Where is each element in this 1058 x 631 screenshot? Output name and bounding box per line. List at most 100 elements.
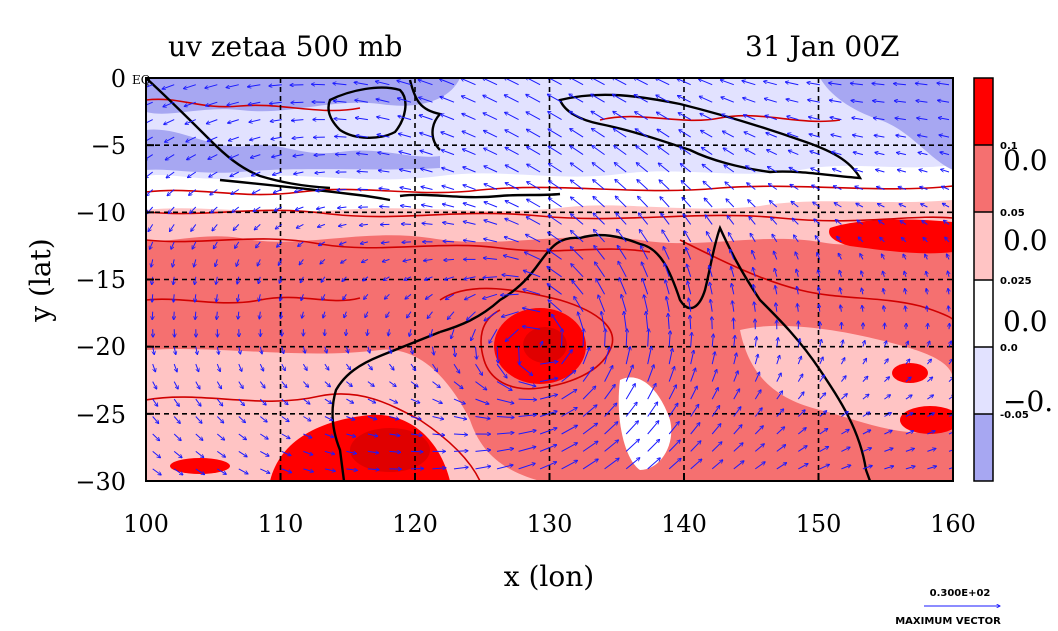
wind-vector: [367, 416, 377, 420]
wind-vector: [302, 363, 307, 370]
wind-vector: [382, 259, 390, 261]
x-tick-label: 140: [661, 510, 707, 538]
wind-vector: [410, 398, 420, 403]
wind-vector: [324, 363, 329, 370]
wind-vector: [942, 203, 950, 208]
wind-vector: [518, 447, 536, 452]
wind-vector: [445, 293, 455, 299]
wind-vector: [195, 381, 200, 389]
east-max-south: [900, 406, 953, 434]
wind-vector: [463, 185, 476, 190]
wind-vector: [211, 206, 218, 213]
wind-vector: [625, 439, 639, 452]
wind-vector: [367, 329, 368, 336]
wind-vector: [547, 94, 562, 103]
wind-vector: [296, 223, 304, 228]
wind-vector: [399, 152, 412, 156]
wind-vector: [442, 204, 455, 208]
wind-vector: [410, 451, 423, 452]
wind-vector: [300, 276, 304, 283]
wind-vector: [411, 346, 413, 354]
wind-vector: [647, 347, 652, 365]
wind-vector: [570, 146, 584, 156]
wind-vector: [582, 367, 593, 382]
wind-vector: [621, 295, 627, 312]
wind-vector: [593, 213, 605, 225]
wind-vector: [195, 311, 196, 320]
wind-vector: [733, 461, 744, 470]
wind-vector: [443, 241, 455, 242]
wind-vector: [594, 246, 605, 260]
wind-vector: [755, 337, 756, 347]
wind-vector: [162, 84, 175, 89]
colorbar-label: 0.0: [1000, 343, 1018, 354]
coast-lesser-sunda: [399, 192, 561, 199]
wind-vector: [345, 363, 350, 370]
wind-vector: [362, 258, 369, 262]
wind-vector: [706, 232, 713, 243]
wind-vector: [776, 445, 786, 452]
wind-vector: [926, 271, 928, 277]
x-tick-label: 120: [392, 510, 438, 538]
wind-vector: [539, 428, 557, 435]
wind-vector: [638, 196, 649, 208]
wind-vector: [216, 381, 221, 389]
wind-vector: [484, 202, 498, 208]
wind-vector: [526, 234, 541, 243]
wind-vector: [173, 416, 180, 424]
y-tick-label: −15: [75, 266, 126, 294]
wind-vector: [798, 446, 807, 452]
wind-vector: [397, 81, 412, 86]
wind-vector: [274, 206, 283, 211]
wind-vector: [819, 357, 823, 365]
wind-vector: [776, 427, 785, 435]
wind-vector: [483, 95, 498, 103]
wind-vector: [570, 180, 584, 190]
equator-label: EQ: [132, 73, 151, 87]
wind-vector: [798, 464, 808, 470]
wind-vector: [877, 187, 885, 190]
wind-vector: [883, 359, 888, 365]
wind-vector: [641, 262, 649, 277]
wind-vector: [916, 101, 928, 103]
wind-vector: [927, 323, 928, 330]
wind-vector: [384, 293, 390, 299]
wind-vector: [335, 136, 347, 137]
y-tick-label: −5: [91, 132, 126, 160]
wind-vector: [858, 237, 864, 243]
wind-vector: [945, 237, 950, 243]
x-tick-label: 150: [796, 510, 842, 538]
wind-vector: [235, 241, 240, 249]
wind-vector: [432, 416, 444, 420]
grid: [146, 78, 953, 481]
wind-vector: [668, 458, 681, 470]
wind-vector: [733, 389, 740, 400]
wind-vector: [192, 241, 197, 249]
wind-vector: [841, 394, 847, 400]
wind-vector: [582, 386, 596, 400]
wind-vector: [656, 95, 670, 103]
wind-vector: [690, 459, 702, 470]
wind-vector: [333, 101, 347, 102]
wind-vector: [732, 301, 734, 312]
wind-vector: [873, 101, 885, 103]
wind-vector: [874, 135, 885, 137]
wind-vector: [744, 132, 756, 138]
wind-vector: [548, 164, 562, 173]
wind-vector: [733, 407, 741, 417]
wind-vector: [678, 113, 691, 121]
wind-vector: [690, 423, 700, 435]
wind-vector: [691, 333, 692, 347]
wind-vector: [852, 135, 864, 137]
wind-vector: [937, 83, 950, 85]
wind-vector: [582, 423, 597, 435]
wind-vector: [592, 129, 605, 138]
wind-vector: [642, 278, 649, 295]
wind-vector: [338, 207, 347, 208]
wind-vector: [484, 239, 498, 243]
wind-vector: [754, 426, 763, 435]
wind-vector: [795, 252, 799, 260]
colorbar-label: 0.1: [1000, 141, 1018, 152]
wind-vector: [704, 198, 713, 208]
